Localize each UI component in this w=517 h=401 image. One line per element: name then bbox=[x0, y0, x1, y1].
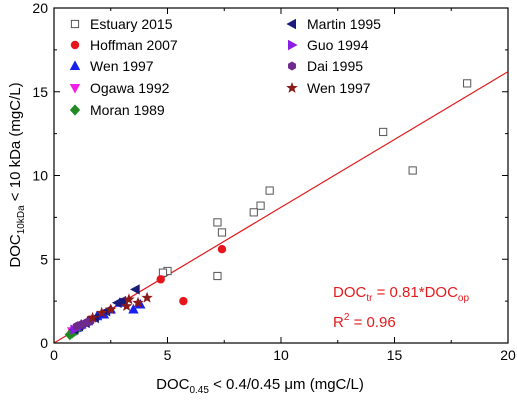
y-tick-label: 10 bbox=[32, 168, 48, 184]
y-axis-title-sub: 10kDa bbox=[16, 205, 27, 234]
y-tick-label: 20 bbox=[32, 0, 48, 16]
data-point-series-0 bbox=[249, 208, 258, 217]
data-point-series-0 bbox=[408, 166, 417, 175]
legend-label-3: Ogawa 1992 bbox=[90, 80, 170, 96]
y-tick-label: 5 bbox=[40, 251, 48, 267]
data-point-series-0 bbox=[213, 271, 222, 281]
data-point-series-8 bbox=[104, 303, 117, 315]
legend-marker-4 bbox=[69, 104, 81, 116]
y-tick-label: 15 bbox=[32, 84, 48, 100]
x-axis-title-rest: < 0.4/0.45 μm (mgC/L) bbox=[209, 376, 364, 393]
data-point-series-1 bbox=[179, 296, 188, 306]
legend-marker-6 bbox=[287, 39, 298, 51]
data-point-series-0 bbox=[256, 201, 265, 210]
data-point-series-0 bbox=[213, 218, 222, 227]
fit-equation-annotation: DOCtr = 0.81*DOCop bbox=[333, 284, 469, 304]
data-point-series-0 bbox=[379, 127, 388, 137]
data-point-series-2 bbox=[128, 303, 139, 314]
legend-label-1: Hoffman 2007 bbox=[90, 37, 178, 53]
x-axis-title: DOC0.45 < 0.4/0.45 μm (mgC/L) bbox=[156, 376, 364, 396]
data-point-series-8 bbox=[132, 296, 144, 308]
equation-lhs-sub: tr bbox=[366, 293, 373, 304]
r-squared-annotation: R2 = 0.96 bbox=[333, 312, 396, 331]
data-point-series-0 bbox=[217, 228, 227, 237]
x-tick-label: 20 bbox=[500, 347, 516, 363]
legend-label-6: Guo 1994 bbox=[307, 37, 369, 53]
legend-marker-2 bbox=[69, 60, 81, 70]
legend-marker-3 bbox=[69, 84, 81, 94]
x-tick-label: 0 bbox=[50, 347, 58, 363]
data-point-series-8 bbox=[120, 300, 133, 312]
legend-label-0: Estuary 2015 bbox=[90, 16, 173, 32]
equation-rhs-sub: op bbox=[458, 293, 470, 304]
x-tick-label: 5 bbox=[164, 347, 172, 363]
x-tick-label: 10 bbox=[273, 347, 289, 363]
r2-main: R bbox=[333, 314, 344, 331]
data-point-series-1 bbox=[217, 245, 227, 254]
r2-rest: = 0.96 bbox=[349, 314, 395, 331]
legend-label-8: Wen 1997 bbox=[307, 80, 371, 96]
data-point-series-5 bbox=[111, 297, 122, 309]
legend-marker-8 bbox=[286, 81, 298, 93]
legend-marker-0 bbox=[70, 19, 80, 29]
equation-lhs: DOC bbox=[333, 284, 367, 301]
x-tick-label: 15 bbox=[387, 347, 403, 363]
data-point-series-8 bbox=[123, 293, 135, 305]
equation-mid: = 0.81*DOC bbox=[372, 284, 458, 301]
y-tick-label: 0 bbox=[40, 335, 48, 351]
data-point-series-8 bbox=[95, 306, 108, 318]
legend-marker-5 bbox=[286, 18, 297, 30]
data-point-series-1 bbox=[156, 275, 165, 284]
x-axis-title-main: DOC bbox=[156, 376, 190, 393]
legend-label-4: Moran 1989 bbox=[90, 102, 165, 118]
data-point-series-0 bbox=[463, 79, 472, 88]
y-axis-title-rest: < 10 kDa (mgC/L) bbox=[7, 82, 24, 205]
x-axis-title-sub: 0.45 bbox=[189, 385, 209, 396]
legend-marker-7 bbox=[288, 61, 296, 71]
y-axis-title-main: DOC bbox=[7, 234, 24, 268]
data-point-series-8 bbox=[86, 311, 99, 323]
r2-sup: 2 bbox=[344, 312, 350, 323]
y-axis-title: DOC10kDa < 10 kDa (mgC/L) bbox=[7, 82, 27, 267]
legend-label-5: Martin 1995 bbox=[307, 16, 381, 32]
data-point-series-8 bbox=[141, 291, 153, 303]
legend-marker-1 bbox=[70, 40, 80, 50]
legend-label-7: Dai 1995 bbox=[307, 58, 363, 74]
data-point-series-5 bbox=[130, 284, 140, 295]
data-point-series-0 bbox=[265, 186, 274, 195]
data-point-series-7 bbox=[72, 321, 81, 331]
legend-label-2: Wen 1997 bbox=[90, 58, 154, 74]
